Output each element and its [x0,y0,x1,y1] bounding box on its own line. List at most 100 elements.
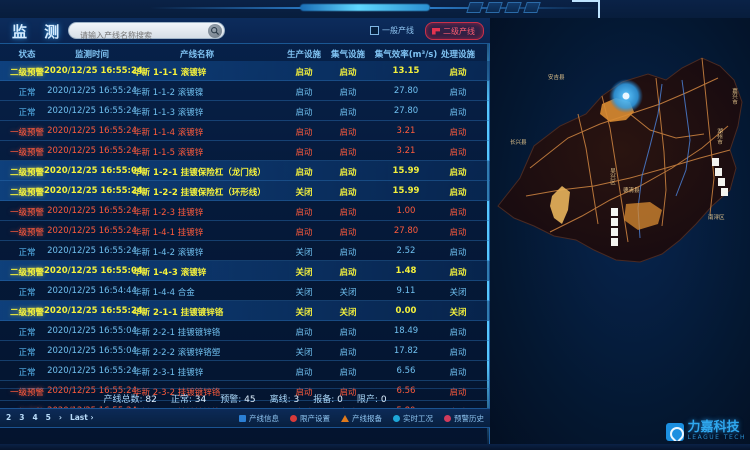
table-row[interactable]: 二级预警 2020/12/25 16:55:04 华新 1-2-1 挂镀保险杠（龙门… [0,161,490,181]
cell-status: 正常 [18,248,36,258]
cell-gas-rate: 3.21 [396,146,416,156]
table-row[interactable]: 正常 2020/12/25 16:54:44 华新 1-4-4 合金 关闭 关闭 9.11… [0,281,490,301]
table-row[interactable]: 二级预警 2020/12/25 16:55:04 华新 1-4-3 滚镀锌 关闭 启动 1… [0,261,490,281]
table-row[interactable]: 一级预警 2020/12/25 16:55:24 华新 2-3-2 挂镀镀锌铬 启动 启… [0,381,490,401]
cell-treat-facility: 启动 [449,68,467,78]
checkbox-label: 一般产线 [382,26,414,35]
alert-filter-label: 二级产线 [443,26,475,36]
legend-realtime[interactable]: 实时工况 [393,413,433,424]
legend-info-square[interactable]: 产线信息 [239,413,279,424]
table-row[interactable]: 正常 2020/12/25 16:55:04 华新 2-2-2 滚镀锌铬塑 关闭 启动 1… [0,341,490,361]
cell-gas-facility: 启动 [339,368,357,378]
search-icon[interactable] [208,24,222,38]
table-row[interactable]: 正常 2020/12/25 16:55:04 华新 2-2-1 挂镀镀锌铬 启动 启动 1… [0,321,490,341]
alert-filter-button[interactable]: 二级产线 [425,22,484,40]
cell-name[interactable]: 华新 1-1-3 滚镀锌 [133,108,204,118]
panel-header: 监 测 一般产线 二级产线 [0,18,490,44]
info-square-icon [239,415,246,422]
cell-time: 2020/12/25 16:55:24 [44,186,143,196]
cell-name[interactable]: 华新 1-1-4 滚镀锌 [133,128,204,138]
cell-treat-facility: 启动 [449,188,467,198]
table-row[interactable]: 二级预警 2020/12/25 16:55:24 华新 1-2-2 挂镀保险杠（环形… [0,181,490,201]
cell-status: 一级预警 [9,208,44,218]
page-3[interactable]: 3 [19,413,25,422]
cell-treat-facility: 启动 [449,388,467,398]
table-row[interactable]: 正常 2020/12/25 16:55:24 华新 2-3-1 挂镀锌 启动 启动 6.5… [0,361,490,381]
stat-label: 报备: [313,394,335,405]
cell-gas-rate: 15.99 [392,186,420,196]
map-label: 长兴县 [510,140,527,146]
cell-gas-facility: 启动 [339,388,357,398]
cell-status: 正常 [18,368,36,378]
map-label: 湖州市 [716,128,722,145]
cell-status: 正常 [18,88,36,98]
table-row[interactable]: 一级预警 2020/12/25 16:55:24 华新 1-1-4 滚镀锌 启动 启动 3… [0,121,490,141]
realtime-icon [393,415,400,422]
cell-name[interactable]: 华新 1-4-2 滚镀锌 [133,248,204,258]
stat-item: 正常: 34 [171,392,206,405]
stat-item: 报备: 0 [313,392,343,405]
cell-name[interactable]: 华新 2-2-1 挂镀镀锌铬 [133,328,221,338]
stat-label: 正常: [170,394,192,405]
cell-treat-facility: 启动 [449,328,467,338]
search-input[interactable] [78,30,204,41]
cell-name[interactable]: 华新 1-2-3 挂镀锌 [133,208,204,218]
logo-en: LEAGUE TECH [687,434,746,441]
region-map[interactable]: 安吉县 长兴县 德清县 湖州市 嘉兴市 吴兴区 南浔区 [490,18,750,450]
legend-label: 实时工况 [403,414,433,423]
cell-treat-facility: 启动 [449,368,467,378]
table-row[interactable]: 一级预警 2020/12/25 16:55:24 华新 1-1-5 滚镀锌 启动 启动 3… [0,141,490,161]
th-treat: 处理设施 [440,50,475,60]
cell-name[interactable]: 华新 2-3-1 挂镀锌 [133,368,204,378]
legend-restrict-circle[interactable]: 限产设置 [290,413,330,424]
cell-status: 二级预警 [9,188,44,198]
cell-name[interactable]: 华新 1-1-1 滚镀锌 [133,68,207,78]
cell-gas-rate: 2.52 [396,246,416,256]
table-row[interactable]: 正常 2020/12/25 16:55:24 华新 1-1-3 滚镀锌 启动 启动 27.… [0,101,490,121]
page-5[interactable]: 5 [45,413,51,422]
legend-warning-triangle[interactable]: 产线报备 [341,413,382,424]
cell-name[interactable]: 华新 1-4-4 合金 [133,288,195,298]
map-svg [497,57,743,263]
cell-name[interactable]: 华新 1-1-2 滚镀镍 [133,88,204,98]
stat-value: 34 [194,394,207,405]
table-row[interactable]: 二级预警 2020/12/25 16:55:24 华新 2-1-1 挂镀镀锌铬 关闭 关… [0,301,490,321]
cell-gas-rate: 17.82 [393,346,419,356]
cell-name[interactable]: 华新 1-1-5 滚镀锌 [133,148,204,158]
checkbox-box[interactable] [370,26,379,35]
table-row[interactable]: 正常 2020/12/25 16:55:24 华新 1-4-2 滚镀锌 关闭 启动 2.5… [0,241,490,261]
table-row[interactable]: 一级预警 2020/12/25 16:55:24 华新 1-2-3 挂镀锌 启动 启动 1… [0,201,490,221]
cell-prod-facility: 启动 [295,128,313,138]
search-box[interactable] [68,22,225,41]
legend-history[interactable]: 预警历史 [444,413,484,424]
cell-status: 正常 [18,328,36,338]
general-line-checkbox[interactable]: 一般产线 [370,25,414,36]
stat-label: 产线总数: [103,394,143,405]
cell-name[interactable]: 华新 1-4-1 挂镀锌 [133,228,204,238]
cell-time: 2020/12/25 16:55:24 [47,146,137,156]
table-row[interactable]: 一级预警 2020/12/25 16:55:24 华新 1-4-1 挂镀锌 启动 启动 2… [0,221,490,241]
table-row[interactable]: 正常 2020/12/25 16:55:24 华新 1-1-2 滚镀镍 启动 启动 27.… [0,81,490,101]
legend-actions[interactable]: 产线信息 限产设置 产线报备 实时工况 预警历史 [239,413,484,424]
cell-time: 2020/12/25 16:55:24 [47,246,137,256]
last-page-button[interactable]: Last › [69,413,94,422]
page-4[interactable]: 4 [32,413,38,422]
cell-name[interactable]: 华新 2-2-2 滚镀锌铬塑 [133,348,221,358]
cell-name[interactable]: 华新 1-2-2 挂镀保险杠（环形线） [133,188,266,198]
cell-name[interactable]: 华新 2-1-1 挂镀镀锌铬 [133,308,224,318]
cell-treat-facility: 启动 [449,148,467,158]
cell-treat-facility: 启动 [449,208,467,218]
table-row[interactable]: 二级预警 2020/12/25 16:55:24 华新 1-1-1 滚镀锌 启动 启动 1… [0,61,490,81]
panel-edge-glow [487,18,489,450]
cell-prod-facility: 启动 [295,208,313,218]
cell-prod-facility: 启动 [295,68,313,78]
map-city-blob-3 [624,202,662,230]
cell-time: 2020/12/25 16:55:24 [47,206,137,216]
cell-name[interactable]: 华新 1-2-1 挂镀保险杠（龙门线） [133,168,266,178]
stat-label: 预警: [220,394,242,405]
cell-name[interactable]: 华新 2-3-2 挂镀镀锌铬 [133,388,221,398]
pagination[interactable]: 2 3 4 5 › Last › [6,413,94,422]
page-2[interactable]: 2 [6,413,12,422]
next-page-button[interactable]: › [58,413,62,422]
cell-name[interactable]: 华新 1-4-3 滚镀锌 [133,268,207,278]
